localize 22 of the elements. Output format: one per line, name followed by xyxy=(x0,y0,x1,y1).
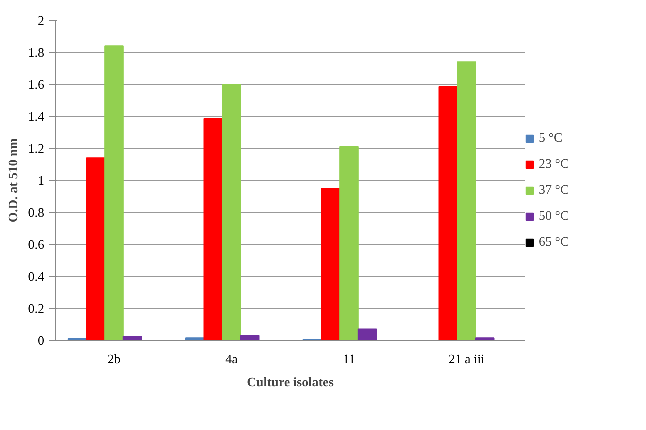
y-tick-label: 0.6 xyxy=(28,237,45,252)
legend-label: 37 °C xyxy=(539,182,570,198)
y-tick-label: 1 xyxy=(38,173,44,188)
x-tick-label: 4a xyxy=(226,352,238,366)
legend-label: 5 °C xyxy=(539,130,563,146)
x-tick-label: 11 xyxy=(342,352,356,366)
y-tick-label: 1.2 xyxy=(28,141,44,156)
y-tick-label: 0.2 xyxy=(28,301,44,316)
legend-label: 23 °C xyxy=(539,156,570,172)
y-tick-label: 0.8 xyxy=(28,205,44,220)
y-axis-title: O.D. at 510 nm xyxy=(5,138,20,223)
legend-label: 50 °C xyxy=(539,208,570,224)
y-tick-label: 0 xyxy=(38,333,44,348)
y-tick-label: 1.8 xyxy=(28,45,44,60)
y-tick-label: 0.4 xyxy=(28,269,45,284)
x-axis-title: Culture isolates xyxy=(247,374,334,390)
y-tick-label: 1.4 xyxy=(28,109,45,124)
y-tick-label: 2 xyxy=(38,13,44,28)
legend-label: 65 °C xyxy=(539,234,570,250)
y-tick-label: 1.6 xyxy=(28,77,45,92)
x-tick-label: 2b xyxy=(108,352,121,366)
x-tick-label: 21 a iii xyxy=(448,352,486,366)
